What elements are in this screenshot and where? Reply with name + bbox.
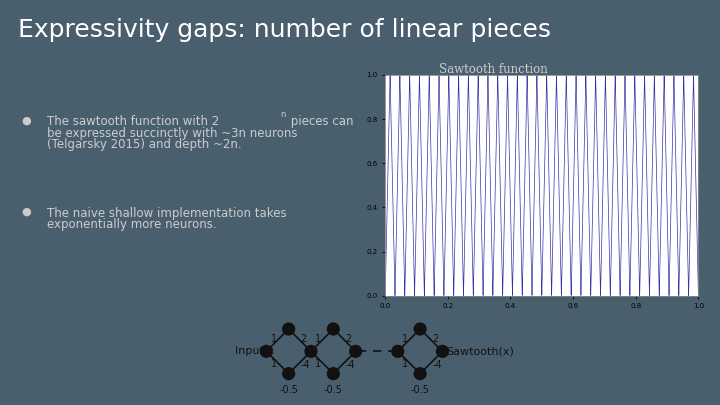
Text: Input x: Input x [235, 346, 274, 356]
Text: exponentially more neurons.: exponentially more neurons. [47, 218, 217, 231]
Text: -0.5: -0.5 [410, 384, 430, 394]
Text: The naive shallow implementation takes: The naive shallow implementation takes [47, 207, 287, 220]
Text: The sawtooth function with 2: The sawtooth function with 2 [47, 115, 219, 128]
Text: 2: 2 [432, 334, 438, 343]
Text: -4: -4 [345, 360, 355, 370]
Text: 1: 1 [402, 359, 408, 369]
Text: pieces can: pieces can [287, 115, 353, 128]
Circle shape [283, 368, 294, 379]
Text: Sawtooth(x): Sawtooth(x) [446, 346, 514, 356]
Circle shape [350, 345, 361, 357]
Text: 1: 1 [271, 359, 276, 369]
Text: 1: 1 [315, 334, 321, 343]
Text: 1: 1 [315, 359, 321, 369]
Text: -4: -4 [300, 360, 310, 370]
Circle shape [414, 323, 426, 335]
Text: 1: 1 [402, 334, 408, 343]
Circle shape [328, 368, 339, 379]
Text: ●: ● [22, 115, 32, 126]
Circle shape [436, 345, 449, 357]
Circle shape [261, 345, 272, 357]
Circle shape [392, 345, 404, 357]
Text: -0.5: -0.5 [324, 384, 343, 394]
Text: ●: ● [22, 207, 32, 217]
Text: Sawtooth function: Sawtooth function [438, 63, 548, 76]
Text: n: n [280, 110, 285, 119]
Circle shape [414, 368, 426, 379]
Text: 2: 2 [345, 334, 351, 343]
Circle shape [305, 345, 317, 357]
Circle shape [283, 323, 294, 335]
Text: 2: 2 [300, 334, 307, 343]
Text: -0.5: -0.5 [279, 384, 298, 394]
Text: be expressed succinctly with ~3n neurons: be expressed succinctly with ~3n neurons [47, 127, 297, 140]
Text: 1: 1 [271, 334, 276, 343]
Circle shape [328, 323, 339, 335]
Text: Expressivity gaps: number of linear pieces: Expressivity gaps: number of linear piec… [18, 18, 551, 42]
Text: (Telgarsky 2015) and depth ~2n.: (Telgarsky 2015) and depth ~2n. [47, 138, 241, 151]
Text: -4: -4 [432, 360, 441, 370]
